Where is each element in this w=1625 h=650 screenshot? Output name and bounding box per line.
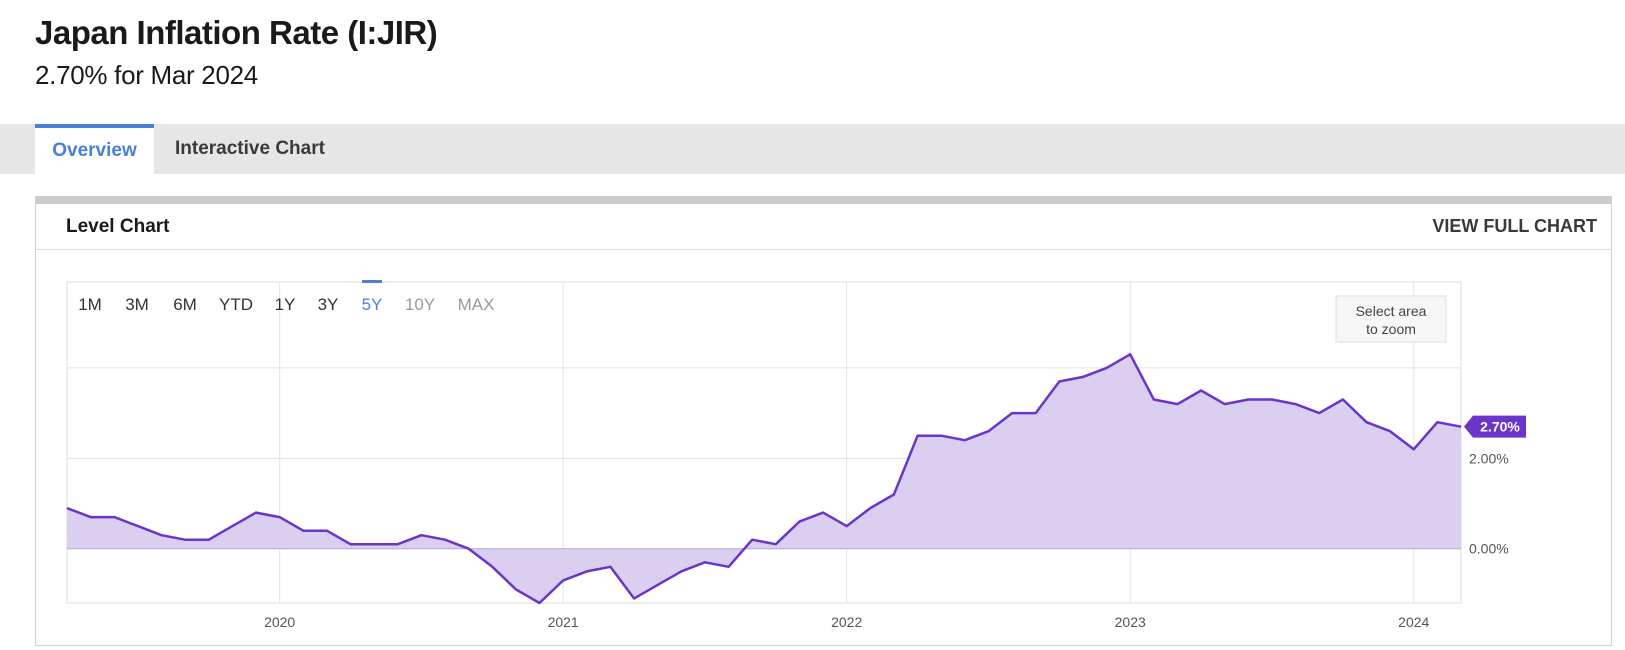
y-tick-label: 2.00% [1469, 450, 1509, 466]
range-button-3y[interactable]: 3Y [318, 295, 339, 314]
tab-bar: Overview Interactive Chart [0, 124, 1625, 174]
tab-interactive-chart[interactable]: Interactive Chart [175, 138, 325, 159]
y-tick-label: 0.00% [1469, 541, 1509, 557]
range-button-10y: 10Y [405, 295, 435, 314]
x-tick-label: 2020 [264, 614, 295, 630]
view-full-chart-link[interactable]: VIEW FULL CHART [1432, 216, 1597, 236]
series-line [66, 353, 1462, 605]
card-title: Level Chart [66, 216, 170, 237]
range-button-active-indicator [362, 280, 382, 283]
zoom-hint-box [1335, 295, 1447, 343]
page-title: Japan Inflation Rate (I:JIR) [35, 14, 438, 51]
range-button-1m[interactable]: 1M [78, 295, 102, 314]
x-tick-label: 2022 [831, 614, 862, 630]
series-area-fill [67, 354, 1461, 603]
range-button-5y[interactable]: 5Y [362, 295, 383, 314]
range-button-3m[interactable]: 3M [125, 295, 149, 314]
x-tick-label: 2021 [548, 614, 579, 630]
last-value-marker [1464, 415, 1526, 438]
last-value-label: 2.70% [1480, 419, 1520, 435]
x-tick-label: 2024 [1398, 614, 1429, 630]
range-button-ytd[interactable]: YTD [219, 295, 253, 314]
x-tick-label: 2023 [1115, 614, 1146, 630]
range-button-max: MAX [458, 295, 495, 314]
range-button-6m[interactable]: 6M [173, 295, 197, 314]
card-header: Level Chart VIEW FULL CHART [36, 204, 1611, 250]
zoom-hint-text: to zoom [1366, 321, 1416, 337]
page-subtitle: 2.70% for Mar 2024 [35, 60, 258, 90]
range-button-1y[interactable]: 1Y [275, 295, 296, 314]
zoom-hint-text: Select area [1356, 303, 1427, 319]
tab-overview[interactable]: Overview [35, 124, 154, 174]
